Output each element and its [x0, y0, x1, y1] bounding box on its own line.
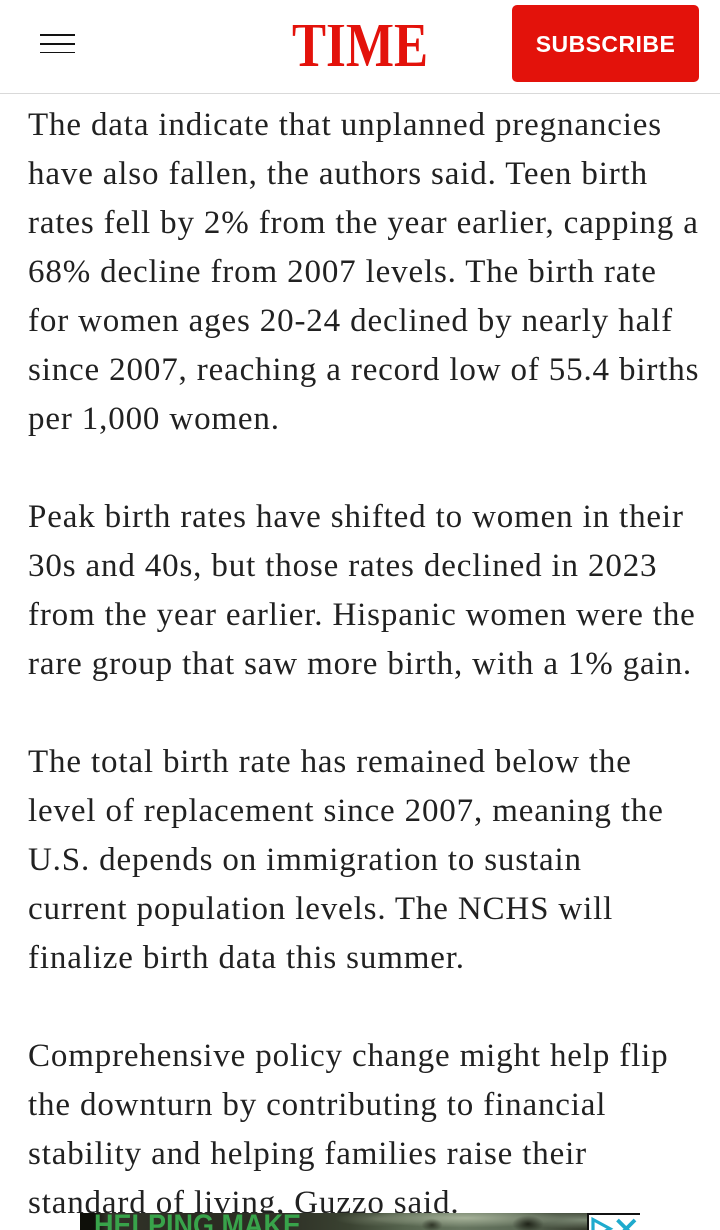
svg-text:TIME: TIME [292, 25, 428, 67]
